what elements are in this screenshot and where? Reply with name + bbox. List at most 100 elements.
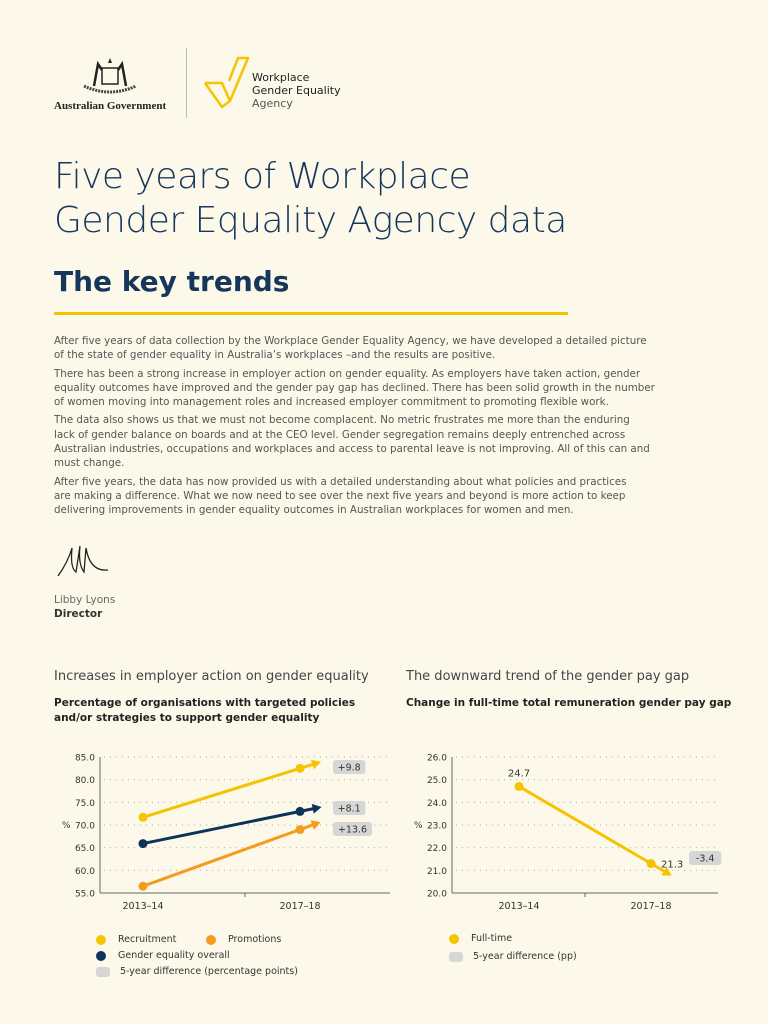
coat-of-arms-logo bbox=[83, 58, 137, 94]
title-line: Gender Equality Agency data bbox=[54, 200, 567, 241]
y-tick-label: 24.0 bbox=[427, 799, 447, 809]
legend-item-difference: 5-year difference (pp) bbox=[449, 951, 749, 962]
body-line: There has been a strong increase in empl… bbox=[54, 367, 641, 380]
data-point bbox=[646, 859, 656, 869]
legend-dot-promotions bbox=[206, 934, 216, 945]
wgea-tick-logo bbox=[203, 56, 250, 109]
y-tick-label: 65.0 bbox=[75, 844, 95, 854]
legend-item-overall: Gender equality overall bbox=[96, 950, 396, 961]
body-line: of the state of gender equality in Austr… bbox=[54, 349, 496, 362]
body-line: After five years, the data has now provi… bbox=[54, 475, 627, 488]
chart1-plot: 85.0 80.0 75.0 70.0 65.0 60.0 55.0% 2013–14 2017… bbox=[62, 754, 390, 912]
chart1-subtitle: Percentage of organisations with targete… bbox=[54, 696, 355, 726]
legend-swatch-difference bbox=[449, 951, 463, 962]
difference-label: +8.1 bbox=[338, 804, 361, 815]
signer-name: Libby Lyons bbox=[54, 594, 116, 606]
series-line-0 bbox=[518, 785, 669, 875]
page-subtitle: The key trends bbox=[54, 265, 290, 298]
difference-badge bbox=[333, 801, 366, 815]
difference-label: +13.6 bbox=[338, 825, 367, 836]
data-point bbox=[295, 806, 305, 816]
difference-badge bbox=[333, 822, 372, 836]
legend-label: Full-time bbox=[471, 933, 513, 944]
series-line-0 bbox=[142, 761, 317, 819]
data-label: 24.7 bbox=[508, 768, 530, 779]
body-line: lack of gender balance on boards and at … bbox=[54, 428, 626, 441]
wgea-logo-line: Workplace bbox=[252, 71, 310, 84]
logo-divider bbox=[186, 48, 187, 118]
series-line-2 bbox=[142, 822, 317, 888]
data-point bbox=[138, 812, 148, 822]
x-tick-label: 2013–14 bbox=[122, 901, 163, 912]
series-arrowhead-0 bbox=[661, 866, 672, 876]
y-tick-label: 85.0 bbox=[75, 754, 95, 764]
chart1-subtitle-line: and/or strategies to support gender equa… bbox=[54, 712, 320, 724]
body-line: of women moving into management roles an… bbox=[54, 396, 609, 409]
chart2-legend: Full-time 5-year difference (pp) bbox=[449, 933, 749, 962]
difference-label: +9.8 bbox=[338, 763, 361, 774]
legend-swatch-difference bbox=[96, 966, 110, 977]
signature-image bbox=[57, 545, 109, 577]
legend-label: Recruitment bbox=[118, 934, 177, 945]
legend-dot-overall bbox=[96, 950, 106, 961]
y-tick-label: 70.0 bbox=[75, 822, 95, 832]
y-tick-label: 55.0 bbox=[75, 890, 95, 900]
legend-dot-recruitment bbox=[96, 934, 106, 945]
page-title: Five years of Workplace Gender Equality … bbox=[54, 155, 567, 243]
difference-label: -3.4 bbox=[696, 854, 715, 865]
x-tick-label: 2017–18 bbox=[279, 901, 320, 912]
legend-label: Promotions bbox=[228, 934, 282, 945]
legend-label: 5-year difference (pp) bbox=[473, 951, 577, 962]
y-tick-label: 26.0 bbox=[427, 754, 447, 764]
x-tick-label: 2013–14 bbox=[498, 901, 539, 912]
y-tick-label: 20.0 bbox=[427, 890, 447, 900]
legend-item-recruitment: Recruitment bbox=[96, 934, 206, 945]
chart2-plot: 26.0 25.0 24.0 23.0 22.0 21.0 20.0% 2013–14 2017… bbox=[414, 754, 722, 912]
body-line: are making a difference. What we now nee… bbox=[54, 489, 626, 502]
legend-label: Gender equality overall bbox=[118, 950, 230, 961]
series-line-1 bbox=[142, 806, 317, 846]
chart1-subtitle-line: Percentage of organisations with targete… bbox=[54, 697, 356, 709]
data-point bbox=[138, 839, 148, 849]
wgea-logo-text: Workplace Gender Equality Agency bbox=[252, 71, 341, 110]
body-line: must change. bbox=[54, 457, 125, 470]
body-paragraph: After five years, the data has now provi… bbox=[54, 475, 654, 518]
data-point bbox=[138, 881, 148, 891]
body-line: Australian industries, occupations and w… bbox=[54, 443, 650, 456]
y-tick-label: 75.0 bbox=[75, 799, 95, 809]
x-tick-label: 2017–18 bbox=[630, 901, 671, 912]
chart2-title: The downward trend of the gender pay gap bbox=[406, 669, 690, 684]
chart1-title: Increases in employer action on gender e… bbox=[54, 669, 369, 684]
wgea-logo-line: Agency bbox=[252, 97, 293, 110]
series-arrowhead-2 bbox=[310, 820, 321, 830]
body-line: delivering improvements in gender equali… bbox=[54, 504, 574, 517]
legend-dot-full-time bbox=[449, 933, 459, 944]
signer-role: Director bbox=[54, 608, 103, 620]
title-line: Five years of Workplace bbox=[54, 156, 471, 197]
y-axis-label: % bbox=[414, 821, 423, 831]
y-tick-label: 80.0 bbox=[75, 776, 95, 786]
y-tick-label: 21.0 bbox=[427, 867, 447, 877]
body-line: After five years of data collection by t… bbox=[54, 335, 647, 347]
data-label: 21.3 bbox=[661, 860, 683, 871]
legend-label: 5-year difference (percentage points) bbox=[120, 966, 298, 977]
body-text: After five years of data collection by t… bbox=[54, 334, 655, 522]
body-paragraph: There has been a strong increase in empl… bbox=[54, 367, 655, 410]
wgea-logo-line: Gender Equality bbox=[252, 84, 341, 97]
y-axis-label: % bbox=[62, 821, 71, 831]
series-arrowhead-0 bbox=[310, 759, 322, 770]
yellow-rule bbox=[54, 312, 568, 315]
chart2-subtitle: Change in full-time total remuneration g… bbox=[406, 696, 731, 711]
body-paragraph: The data also shows us that we must not … bbox=[54, 413, 654, 470]
series-arrowhead-1 bbox=[311, 803, 322, 814]
data-point bbox=[295, 825, 305, 835]
data-point bbox=[295, 763, 305, 773]
body-paragraph: After five years of data collection by t… bbox=[54, 334, 654, 363]
legend-item-difference: 5-year difference (percentage points) bbox=[96, 966, 396, 977]
body-line: The data also shows us that we must not … bbox=[54, 414, 630, 427]
legend-item-promotions: Promotions bbox=[206, 934, 281, 945]
y-tick-label: 25.0 bbox=[427, 776, 447, 786]
body-line: equality outcomes have improved and the … bbox=[54, 381, 655, 394]
y-tick-label: 23.0 bbox=[427, 822, 447, 832]
